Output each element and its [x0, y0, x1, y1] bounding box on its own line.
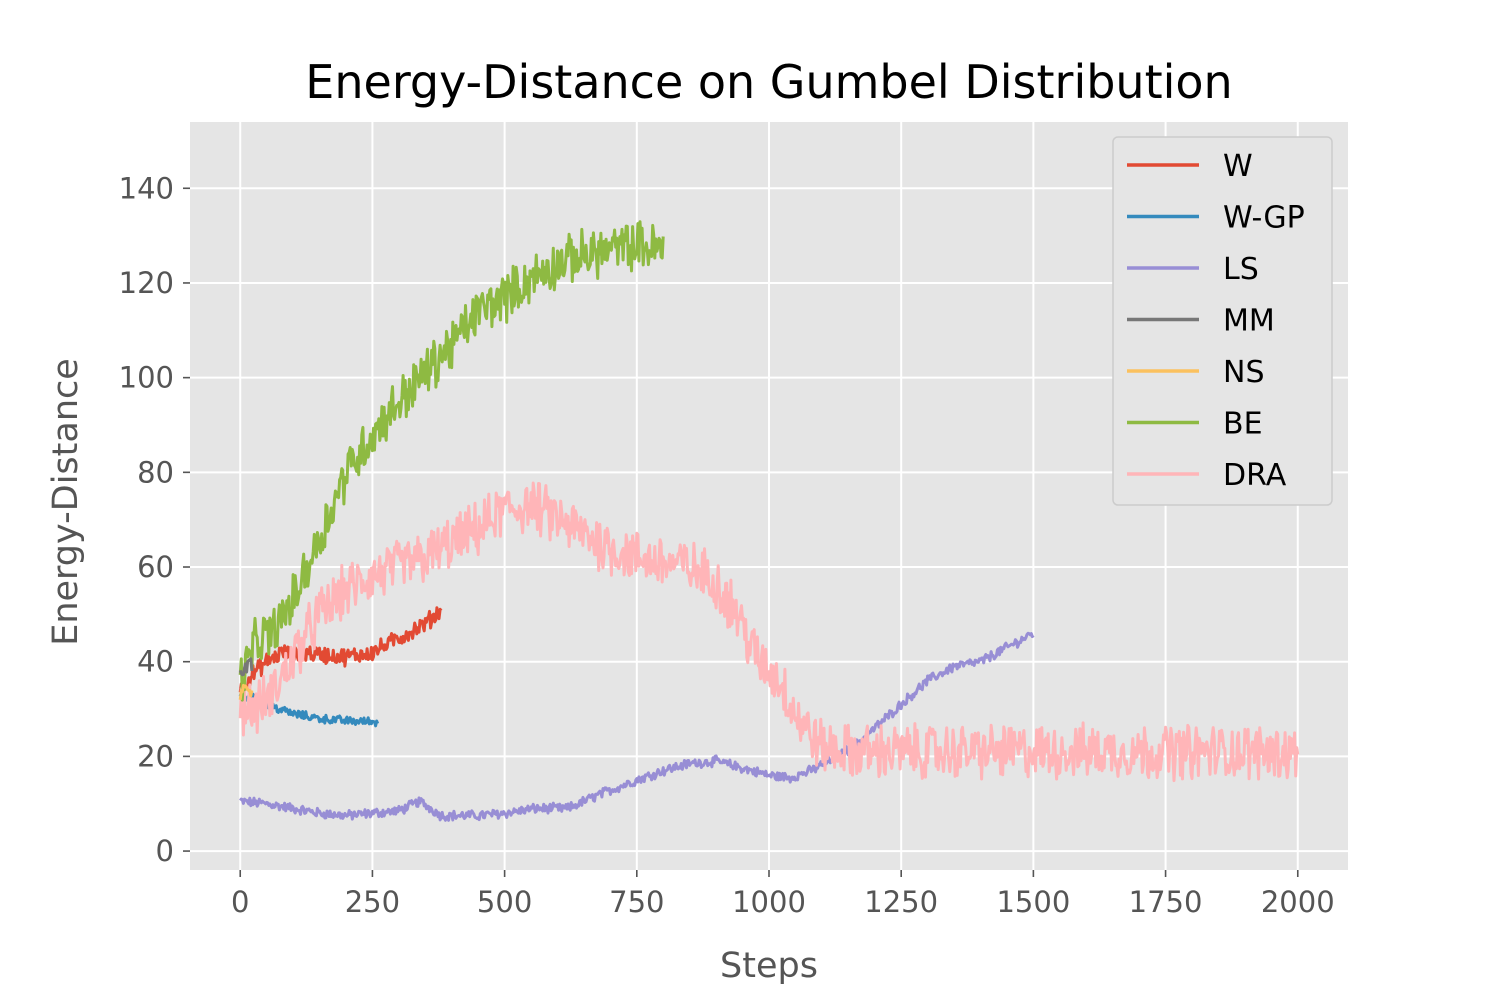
x-tick-label-4: 1000	[732, 885, 806, 919]
legend-box	[1112, 136, 1333, 506]
legend-label-ns: NS	[1223, 355, 1264, 390]
chart-title: Energy-Distance on Gumbel Distribution	[305, 55, 1232, 109]
y-tick-label-2: 40	[137, 645, 174, 679]
y-tick-label-3: 60	[137, 550, 174, 584]
x-axis-ticks: 0 250 500 750 1000 1250 1500 1750 2000	[231, 870, 1335, 919]
x-tick-label-1: 250	[345, 885, 400, 919]
series-line-ns	[238, 683, 254, 700]
y-tick-label-1: 20	[137, 739, 174, 773]
x-tick-label-8: 2000	[1261, 885, 1335, 919]
x-axis-label: Steps	[720, 946, 818, 986]
legend-label-be: BE	[1223, 407, 1263, 442]
y-tick-label-7: 140	[119, 171, 174, 205]
series-line-be	[238, 220, 665, 702]
x-tick-label-0: 0	[231, 885, 249, 919]
series-lines	[238, 220, 1300, 822]
legend-label-w: W	[1223, 149, 1253, 184]
series-line-dra	[238, 481, 1300, 783]
legend-label-ls: LS	[1223, 252, 1259, 287]
legend: W W-GP LS MM NS BE DRA	[1112, 136, 1333, 506]
legend-label-mm: MM	[1223, 304, 1275, 339]
x-tick-label-7: 1750	[1129, 885, 1203, 919]
y-tick-label-5: 100	[119, 361, 174, 395]
series-line-ls	[239, 631, 1035, 822]
y-tick-label-4: 80	[137, 455, 174, 489]
y-tick-label-6: 120	[119, 266, 174, 300]
series-line-mm	[238, 657, 254, 677]
legend-label-dra: DRA	[1223, 458, 1287, 493]
x-tick-label-6: 1500	[996, 885, 1070, 919]
series-line-w	[238, 606, 443, 693]
legend-label-w-gp: W-GP	[1223, 201, 1305, 236]
y-axis-ticks: 0 20 40 60 80 100 120 140	[119, 171, 190, 868]
y-tick-label-0: 0	[156, 834, 174, 868]
x-tick-label-5: 1250	[864, 885, 938, 919]
x-tick-label-3: 750	[609, 885, 664, 919]
y-axis-label: Energy-Distance	[46, 358, 86, 646]
x-tick-label-2: 500	[477, 885, 532, 919]
